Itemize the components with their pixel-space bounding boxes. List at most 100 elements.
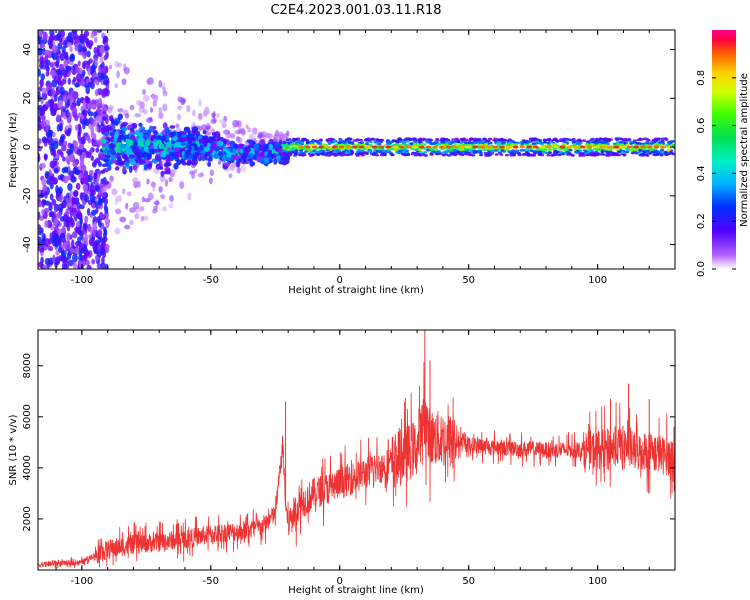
spectrogram-axes: -100 -50 0 50 100 -40 -20 0 20 40 (22, 30, 676, 286)
heatmap-cell (100, 178, 105, 185)
heatmap-cell (532, 151, 537, 155)
heatmap-cell (99, 55, 104, 64)
heatmap-cell (542, 138, 547, 142)
heatmap-cell (103, 204, 108, 211)
heatmap-cell (71, 196, 76, 204)
heatmap-cell (107, 106, 113, 114)
heatmap-cell (146, 117, 153, 123)
heatmap-cell (473, 141, 478, 145)
heatmap-cell (267, 149, 272, 155)
heatmap-cell (663, 150, 668, 154)
heatmap-cell (222, 155, 226, 163)
heatmap-cell (208, 177, 213, 185)
heatmap-cell (283, 152, 288, 155)
heatmap-cell (92, 216, 98, 225)
heatmap-cell (362, 147, 367, 151)
heatmap-cell (82, 49, 88, 59)
heatmap-cell (68, 95, 73, 101)
heatmap-cell (506, 139, 511, 143)
heatmap-cell (114, 145, 119, 153)
heatmap-cell (85, 259, 90, 266)
heatmap-cell (137, 181, 141, 188)
heatmap-cell (39, 162, 46, 169)
heatmap-cell (479, 153, 484, 157)
heatmap-cell (666, 141, 671, 144)
heatmap-cell (150, 144, 154, 150)
heatmap-cell (48, 40, 53, 49)
heatmap-cell (103, 180, 110, 185)
heatmap-cell (58, 196, 63, 203)
heatmap-cell (390, 153, 395, 157)
heatmap-cell (619, 137, 624, 141)
heatmap-cell (83, 112, 87, 119)
heatmap-cell (109, 132, 115, 136)
heatmap-cell (465, 145, 472, 149)
heatmap-cell (230, 163, 235, 171)
heatmap-cell (424, 139, 429, 143)
heatmap-cell (105, 220, 110, 229)
heatmap-cell (460, 148, 465, 151)
heatmap-cell (550, 153, 555, 157)
heatmap-cell (441, 151, 446, 155)
heatmap-cell (103, 55, 108, 61)
heatmap-cell (161, 129, 167, 136)
heatmap-cell (166, 141, 172, 148)
heatmap-cell (92, 133, 97, 141)
heatmap-cell (41, 177, 47, 187)
heatmap-cell (290, 150, 295, 154)
heatmap-cell (298, 145, 305, 149)
x-tick-label: 100 (588, 576, 607, 587)
heatmap-cell (95, 115, 102, 124)
heatmap-cell (315, 150, 320, 154)
heatmap-cell (599, 145, 606, 149)
heatmap-cell (644, 143, 649, 147)
heatmap-cell (630, 151, 635, 155)
heatmap-cell (600, 150, 605, 154)
heatmap-cell (201, 155, 206, 162)
heatmap-cell (82, 222, 88, 230)
heatmap-cell (344, 138, 349, 141)
heatmap-cell (182, 137, 189, 142)
heatmap-cell (625, 143, 630, 147)
heatmap-cell (659, 153, 664, 157)
heatmap-cell (38, 224, 42, 230)
heatmap-cell (314, 139, 319, 143)
heatmap-cell (259, 152, 265, 157)
heatmap-cell (472, 145, 479, 149)
heatmap-cell (94, 125, 99, 133)
heatmap-cell (144, 139, 151, 147)
heatmap-cell (586, 145, 593, 149)
heatmap-cell (660, 137, 665, 141)
heatmap-cell (142, 94, 150, 102)
heatmap-cell (134, 213, 140, 219)
heatmap-cell (75, 73, 82, 83)
heatmap-cell (285, 150, 290, 153)
heatmap-cell (237, 158, 242, 163)
heatmap-cell (532, 145, 539, 149)
heatmap-cell (177, 105, 183, 110)
heatmap-cell (594, 139, 599, 143)
heatmap-cell (218, 151, 222, 157)
heatmap-cell (44, 238, 51, 247)
heatmap-cell (644, 137, 649, 141)
heatmap-cell (585, 140, 590, 143)
heatmap-cell (371, 138, 376, 141)
heatmap-cell (40, 107, 46, 116)
heatmap-cell (378, 145, 385, 149)
heatmap-cell (92, 196, 97, 204)
heatmap-cell (358, 145, 365, 149)
heatmap-cell (629, 148, 634, 152)
colorbar-tick-label: 0.8 (696, 70, 707, 86)
x-tick-label: 50 (462, 576, 475, 587)
heatmap-cell (130, 134, 136, 141)
heatmap-cell (198, 98, 202, 107)
heatmap-cell (499, 145, 506, 149)
heatmap-cell (285, 138, 290, 141)
heatmap-cell (129, 104, 135, 111)
heatmap-cell (68, 36, 74, 43)
heatmap-cell (162, 206, 167, 212)
heatmap-cell (59, 64, 64, 71)
heatmap-cell (419, 150, 424, 154)
heatmap-cell (445, 145, 452, 149)
heatmap-cell (52, 35, 59, 42)
